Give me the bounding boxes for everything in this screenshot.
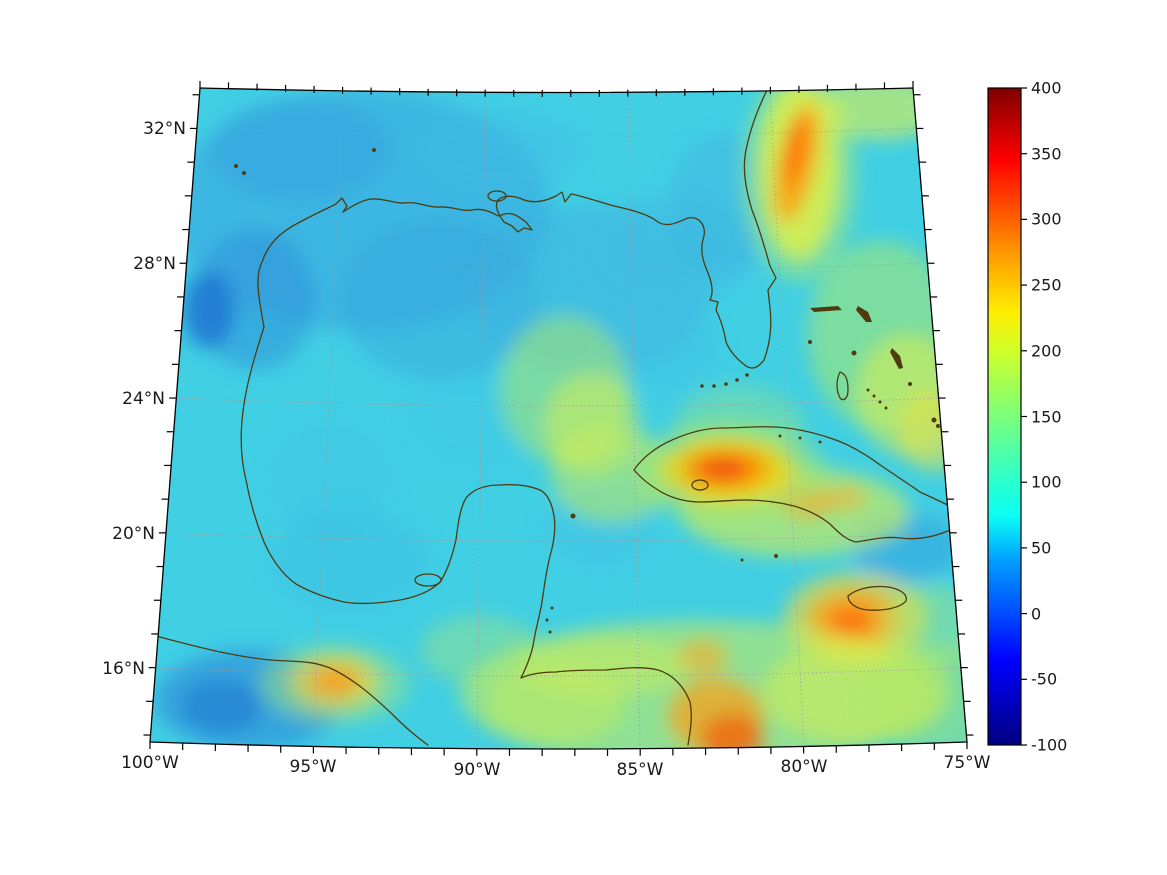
coastline-cuba [633, 426, 951, 507]
frame-ticks [143, 81, 974, 756]
x-tick-label-75w: 75°W [944, 753, 991, 773]
coastline-jamaica [847, 585, 907, 611]
colorbar-labels: 400 350 300 250 200 150 100 50 0 -50 -10… [1031, 79, 1067, 755]
y-tick-label-32n: 32°N [143, 119, 186, 139]
colorbar-ticks [1021, 87, 1027, 746]
cbar-label-0: 0 [1031, 605, 1041, 624]
cbar-label-m50: -50 [1031, 670, 1057, 689]
y-tick-label-20n: 20°N [112, 524, 155, 544]
x-tick-label-85w: 85°W [617, 760, 664, 780]
cbar-label-150: 150 [1031, 408, 1062, 427]
heat-blobs [155, 88, 967, 749]
colorbar-gradient [987, 87, 1022, 746]
laguna-terminos [414, 573, 442, 587]
heat-field [150, 88, 967, 749]
y-tick-label-28n: 28°N [133, 254, 176, 274]
lake-pontchartrain [487, 190, 507, 202]
coastline-pacific [151, 634, 429, 746]
cbar-label-400: 400 [1031, 79, 1062, 98]
coastlines [151, 88, 951, 746]
cbar-label-300: 300 [1031, 210, 1062, 229]
cbar-label-250: 250 [1031, 276, 1062, 295]
coastline-us-gulf [257, 88, 777, 369]
isla-juventud [691, 479, 709, 491]
cbar-label-100: 100 [1031, 473, 1062, 492]
y-axis-labels: 32°N 28°N 24°N 20°N 16°N [102, 119, 186, 679]
x-tick-label-80w: 80°W [781, 757, 828, 777]
colorbar: 400 350 300 250 200 150 100 50 0 -50 -10… [987, 79, 1067, 755]
coastline-cuba-south [633, 469, 951, 543]
x-axis-labels: 100°W 95°W 90°W 85°W 80°W 75°W [121, 753, 991, 780]
x-tick-label-100w: 100°W [121, 753, 179, 773]
x-tick-label-90w: 90°W [454, 760, 501, 780]
y-tick-label-16n: 16°N [102, 659, 145, 679]
small-islands [234, 148, 940, 634]
cbar-label-350: 350 [1031, 145, 1062, 164]
y-tick-label-24n: 24°N [122, 389, 165, 409]
x-tick-label-95w: 95°W [290, 757, 337, 777]
cbar-label-200: 200 [1031, 342, 1062, 361]
cbar-label-50: 50 [1031, 539, 1051, 558]
coastline-mexico-central-america [240, 326, 692, 746]
map-frame [149, 87, 968, 750]
cbar-label-m100: -100 [1031, 736, 1067, 755]
